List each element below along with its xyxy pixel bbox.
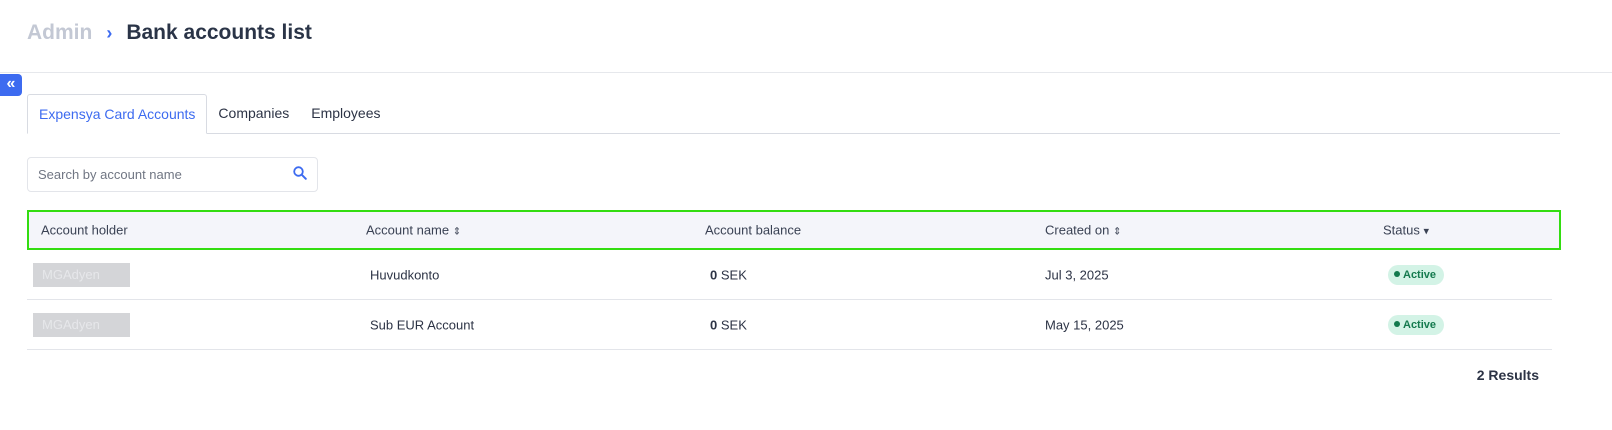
account-holder-redacted: MGAdyen	[33, 312, 130, 337]
status-label: Active	[1403, 268, 1437, 281]
header-divider	[0, 72, 1612, 73]
header-status[interactable]: Status ▾	[1383, 223, 1429, 238]
balance-amount: 0	[710, 317, 718, 332]
created-on: Jul 3, 2025	[1045, 267, 1109, 282]
header-label: Created on	[1045, 222, 1110, 238]
table-row[interactable]: MGAdyen Sub EUR Account 0 SEK May 15, 20…	[27, 300, 1552, 350]
table-header: Account holder Account name ⇕ Account ba…	[27, 210, 1561, 250]
header-label: Status	[1383, 222, 1420, 238]
currency: SEK	[720, 267, 747, 282]
collapse-sidebar-button[interactable]: «	[0, 74, 22, 96]
sort-icon[interactable]: ⇕	[452, 226, 462, 238]
account-balance: 0 SEK	[710, 317, 747, 332]
results-count: 2 Results	[1476, 367, 1539, 383]
header-account-holder: Account holder	[41, 222, 128, 238]
table-row[interactable]: MGAdyen Huvudkonto 0 SEK Jul 3, 2025 Act…	[27, 250, 1552, 300]
status-dot-icon	[1394, 270, 1400, 277]
header-account-balance: Account balance	[705, 222, 802, 238]
currency: SEK	[720, 317, 747, 332]
header-account-name[interactable]: Account name ⇕	[366, 223, 461, 238]
status-dot-icon	[1394, 320, 1400, 327]
created-on: May 15, 2025	[1045, 317, 1124, 332]
account-name: Huvudkonto	[370, 267, 440, 282]
tab-expensya-card-accounts[interactable]: Expensya Card Accounts	[27, 94, 208, 134]
balance-amount: 0	[710, 267, 718, 282]
double-chevron-left-icon: «	[6, 75, 16, 92]
header-label: Account name	[366, 222, 450, 238]
account-holder-redacted: MGAdyen	[33, 262, 130, 287]
breadcrumb: Admin › Bank accounts list	[27, 21, 312, 45]
status-badge: Active	[1388, 314, 1445, 335]
status-badge: Active	[1388, 264, 1445, 285]
status-label: Active	[1403, 318, 1437, 331]
search-box	[27, 157, 318, 192]
search-input[interactable]	[38, 167, 293, 182]
sort-icon[interactable]: ⇕	[1112, 226, 1122, 238]
account-balance: 0 SEK	[710, 267, 747, 282]
caret-down-icon[interactable]: ▾	[1423, 225, 1430, 238]
header-created-on[interactable]: Created on ⇕	[1045, 223, 1121, 238]
tab-companies[interactable]: Companies	[218, 105, 290, 121]
chevron-right-icon: ›	[106, 22, 113, 43]
account-name: Sub EUR Account	[370, 317, 475, 332]
search-icon[interactable]	[293, 165, 307, 184]
page-title: Bank accounts list	[126, 21, 312, 44]
tab-bar: Expensya Card Accounts Companies Employe…	[27, 94, 1560, 134]
breadcrumb-admin-link[interactable]: Admin	[27, 21, 93, 44]
tab-employees[interactable]: Employees	[311, 105, 381, 121]
